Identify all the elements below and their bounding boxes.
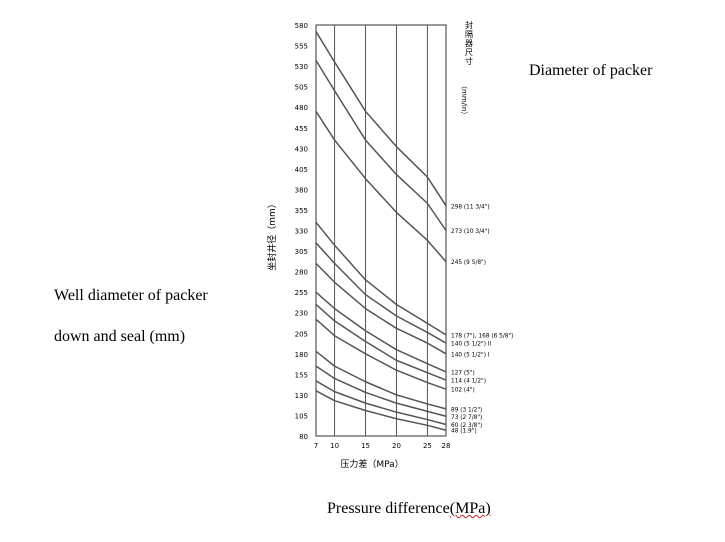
series-label: 273 (10 3/4") xyxy=(451,229,490,235)
series-line xyxy=(315,365,447,417)
series-line xyxy=(315,31,447,207)
pressure-difference-unit: (MPa) xyxy=(449,500,491,517)
x-tick-label: 25 xyxy=(423,442,432,450)
series-line xyxy=(315,221,447,336)
y-tick-label: 105 xyxy=(295,412,308,420)
y-tick-label: 430 xyxy=(295,145,308,153)
x-axis-label: 压力差（MPa） xyxy=(340,458,403,470)
x-tick-label: 20 xyxy=(392,442,401,450)
legend-title: 封隔器尺寸 xyxy=(465,20,473,66)
y-tick-labels: 80 105 130 155 180 205 230 255 280 305 330 355 380 40… xyxy=(295,22,308,441)
y-tick-label: 505 xyxy=(295,84,308,92)
y-tick-label: 255 xyxy=(295,289,308,297)
series-line xyxy=(315,390,447,431)
chart-grid xyxy=(315,24,447,437)
series-label: 178 (7"), 168 (6 5/8") xyxy=(451,333,513,339)
y-tick-label: 205 xyxy=(295,330,308,338)
well-diameter-annotation-line2: down and seal (mm) xyxy=(54,328,186,345)
legend-title-char: 器 xyxy=(465,39,473,48)
series-line xyxy=(315,110,447,263)
series-label: 102 (4") xyxy=(451,388,475,394)
legend-title-char: 寸 xyxy=(465,56,473,66)
y-tick-label: 530 xyxy=(295,63,308,71)
series-label: 73 (2 7/8") xyxy=(451,415,482,421)
series-line xyxy=(315,242,447,344)
y-tick-label: 580 xyxy=(295,22,308,30)
y-tick-label: 405 xyxy=(295,166,308,174)
pressure-difference-text: Pressure difference xyxy=(327,500,450,517)
x-tick-labels: 7 10 15 20 25 28 xyxy=(314,442,451,450)
series-label: 245 (9 5/8") xyxy=(451,260,486,266)
y-tick-label: 455 xyxy=(295,125,308,133)
legend-title-char: 封 xyxy=(465,20,473,30)
series-label: 60 (2 3/8") xyxy=(451,423,482,429)
y-tick-label: 480 xyxy=(295,104,308,112)
series-line xyxy=(315,59,447,231)
y-axis-label: 坐封井径（mm） xyxy=(266,199,278,271)
series-label: 298 (11 3/4") xyxy=(451,204,490,210)
series-line xyxy=(315,291,447,373)
legend-header: 封隔器尺寸 （mm/in） xyxy=(460,20,473,118)
x-tick-label: 10 xyxy=(330,442,339,450)
y-tick-label: 280 xyxy=(295,269,308,277)
legend-title-char: 尺 xyxy=(465,48,473,57)
pressure-difference-annotation: Pressure difference(MPa) xyxy=(327,500,491,518)
legend-unit: （mm/in） xyxy=(460,82,468,118)
series-label: 89 (3 1/2") xyxy=(451,407,482,413)
y-tick-label: 355 xyxy=(295,207,308,215)
x-tick-label: 7 xyxy=(314,442,318,450)
well-diameter-annotation-line1: Well diameter of packer xyxy=(54,287,208,304)
x-tick-label: 15 xyxy=(361,442,370,450)
series-label: 127 (5") xyxy=(451,370,475,376)
series-line xyxy=(315,262,447,355)
y-tick-label: 155 xyxy=(295,371,308,379)
series-label: 140 (5 1/2") II xyxy=(451,342,492,348)
y-tick-label: 80 xyxy=(299,433,308,441)
y-tick-label: 555 xyxy=(295,43,308,51)
series-label: 48 (1.9") xyxy=(451,429,477,435)
diameter-of-packer-annotation: Diameter of packer xyxy=(529,62,653,79)
y-tick-label: 305 xyxy=(295,248,308,256)
series-label: 114 (4 1/2") xyxy=(451,379,486,385)
series-label: 140 (5 1/2") I xyxy=(451,352,490,358)
y-tick-label: 380 xyxy=(295,186,308,194)
series-line xyxy=(315,318,447,390)
series-line xyxy=(315,303,447,381)
series-labels: 298 (11 3/4") 273 (10 3/4") 245 (9 5/8") 17… xyxy=(451,204,513,434)
series-line xyxy=(315,350,447,410)
series-line xyxy=(315,380,447,426)
x-tick-label: 28 xyxy=(442,442,451,450)
chart-curves xyxy=(315,31,447,431)
y-tick-label: 130 xyxy=(295,392,308,400)
legend-title-char: 隔 xyxy=(465,30,473,39)
y-tick-label: 180 xyxy=(295,351,308,359)
y-tick-label: 230 xyxy=(295,310,308,318)
plot-frame xyxy=(315,24,447,437)
y-tick-label: 330 xyxy=(295,228,308,236)
